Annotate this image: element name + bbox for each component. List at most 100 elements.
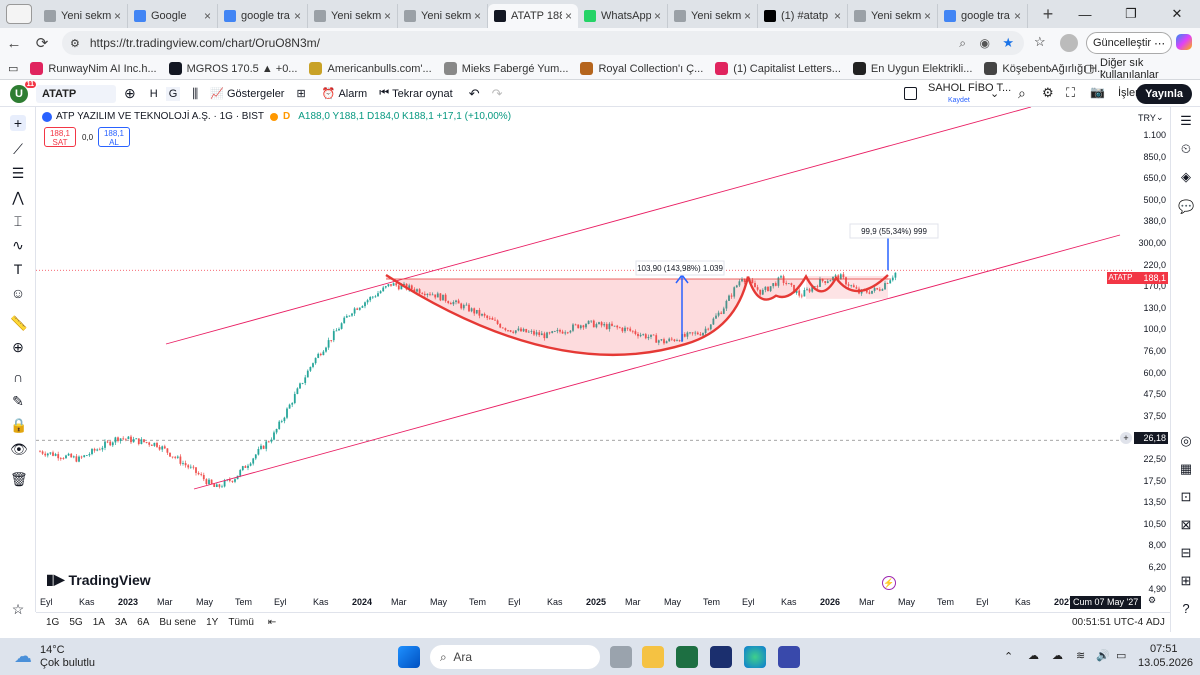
h-label[interactable]: H <box>149 87 158 100</box>
replay-button[interactable]: ⏮ Tekrar oynat <box>379 87 453 100</box>
clock-time[interactable]: 07:51 <box>1150 643 1178 655</box>
target-icon[interactable]: ◎ <box>1180 433 1192 448</box>
zoom-in-icon[interactable]: ⊕ <box>12 339 24 355</box>
close-tab-icon[interactable]: × <box>1013 9 1021 23</box>
close-tab-icon[interactable]: × <box>293 9 301 23</box>
layout-name[interactable]: SAHOL FİBO T... Kaydet <box>928 83 1011 106</box>
undo-icon[interactable]: ↶ <box>468 85 480 101</box>
indicators-button[interactable]: 📈 Göstergeler <box>210 87 284 101</box>
clock[interactable]: 00:51:51 UTC-4 <box>1072 617 1144 628</box>
close-tab-icon[interactable]: × <box>743 9 751 23</box>
close-tab-icon[interactable]: × <box>653 9 661 23</box>
tab-9[interactable]: Yeni sekme× <box>848 4 938 28</box>
emoji-icon[interactable]: ☺ <box>10 285 26 301</box>
bookmark-2[interactable]: Americanbulls.com'... <box>309 62 432 75</box>
weather-icon[interactable]: ☁ <box>14 646 32 666</box>
pine-icon[interactable]: ⊟ <box>1180 545 1192 560</box>
price-axis[interactable]: TRY ⌄ 1.100 850,0 650,0 500,0 380,0 300,00 220… <box>1134 107 1170 605</box>
tab-0[interactable]: Yeni sekme× <box>38 4 128 28</box>
favorites-star-icon[interactable]: ☆ <box>11 601 25 617</box>
chevron-right-icon[interactable]: › <box>1048 61 1052 76</box>
range-2[interactable]: 1A <box>92 617 105 628</box>
screenshot-icon[interactable]: 📷 <box>1090 85 1105 99</box>
bookmark-0[interactable]: RunwayNim AI Inc.h... <box>30 62 157 75</box>
search-icon[interactable]: ⌕ <box>1018 85 1026 101</box>
tab-7[interactable]: Yeni sekme× <box>668 4 758 28</box>
url-field[interactable]: ⚙ https://tr.tradingview.com/chart/OruO8… <box>62 31 1024 55</box>
back-icon[interactable]: ← <box>6 34 22 52</box>
publish-button[interactable]: Yayınla <box>1136 84 1192 104</box>
range-6[interactable]: 1Y <box>206 617 219 628</box>
crosshair-icon[interactable]: + <box>10 115 26 131</box>
close-tab-icon[interactable]: × <box>473 9 481 23</box>
tab-6[interactable]: WhatsApp × <box>578 4 668 28</box>
interval-select[interactable]: G <box>165 86 181 101</box>
wifi-icon[interactable]: ≋ <box>1076 650 1086 662</box>
forecast-icon[interactable]: ⌶ <box>13 213 23 229</box>
close-tab-icon[interactable]: × <box>383 9 391 23</box>
time-axis[interactable]: Eyl Kas 2023 Mar May Tem Eyl Kas 2024 Mar May Tem Ey… <box>36 592 1170 612</box>
axis-settings-icon[interactable]: ⚙ <box>1148 595 1157 605</box>
trade-panel-icon[interactable]: ⊡ <box>1180 489 1192 504</box>
bookmark-4[interactable]: Royal Collection'ı Ç... <box>580 62 703 75</box>
tab-8[interactable]: (1) #atatp × <box>758 4 848 28</box>
trash-icon[interactable]: 🗑 <box>10 471 28 487</box>
close-tab-icon[interactable]: × <box>113 9 121 23</box>
settings-icon[interactable]: ⚙ <box>1042 85 1054 100</box>
layers-icon[interactable]: ◈ <box>1181 169 1191 184</box>
cloud2-tray-icon[interactable]: ☁ <box>1052 650 1063 662</box>
tab-4[interactable]: Yeni sekme× <box>398 4 488 28</box>
taskbar-search[interactable]: ⌕ Ara <box>430 645 600 669</box>
layout-dropdown-icon[interactable]: ⌄ <box>990 88 1000 100</box>
range-5[interactable]: Bu sene <box>159 617 197 628</box>
watchlist-icon[interactable]: ☰ <box>1180 113 1192 128</box>
brush-icon[interactable]: ∿ <box>12 237 24 253</box>
candles-icon[interactable]: ⫼ <box>192 85 199 101</box>
edge-icon[interactable] <box>744 646 766 668</box>
favorites-icon[interactable]: ☆ <box>1034 34 1046 49</box>
refresh-icon[interactable]: ⟳ <box>35 35 49 52</box>
redo-icon[interactable]: ↷ <box>491 85 503 101</box>
scale-dropdown-icon[interactable]: ⌄ <box>1156 112 1164 122</box>
tracking-icon[interactable]: ◉ <box>979 36 990 50</box>
date-range-icon[interactable]: ⇤ <box>267 617 277 628</box>
cloud-tray-icon[interactable]: ☁ <box>1028 650 1039 662</box>
eye-icon[interactable]: 👁 <box>10 441 28 457</box>
close-tab-icon[interactable]: × <box>564 9 572 23</box>
tab-2[interactable]: google tra × <box>218 4 308 28</box>
workspace-icon[interactable] <box>6 4 32 24</box>
buy-button[interactable]: 188,1 AL <box>98 127 130 147</box>
ruler-icon[interactable]: 📏 <box>10 315 28 331</box>
close-tab-icon[interactable]: × <box>923 9 931 23</box>
chat-icon[interactable]: 💬 <box>1178 199 1195 214</box>
add-alert-icon[interactable]: + <box>1120 432 1132 444</box>
tradingview-logo[interactable]: ▮▶ TradingView <box>46 571 151 588</box>
templates-icon[interactable]: ⊞ <box>296 88 306 100</box>
update-button[interactable]: Güncelleştir ⋯ <box>1086 32 1173 54</box>
bookmark-3[interactable]: Mieks Fabergé Yum... <box>443 62 568 75</box>
clock-date[interactable]: 13.05.2026 <box>1138 657 1194 669</box>
bookmark-7[interactable]: Köşebent Ağırlığı H... <box>984 62 1106 75</box>
split-screen-icon[interactable]: ▭ <box>8 63 19 75</box>
symbol-search[interactable]: ATATP <box>36 84 116 103</box>
ideas-icon[interactable]: ⊠ <box>1180 517 1192 532</box>
text-icon[interactable]: T <box>13 261 23 277</box>
bookmark-5[interactable]: (1) Capitalist Letters... <box>715 62 841 75</box>
range-7[interactable]: Tümü <box>228 617 254 628</box>
calendar-icon[interactable]: ▦ <box>1179 461 1193 476</box>
other-bookmarks[interactable]: Diğer sık kullanılanlar <box>1100 56 1159 81</box>
bookmark-6[interactable]: En Uygun Elektrikli... <box>852 62 972 75</box>
lightning-icon[interactable]: ⚡ <box>882 576 896 590</box>
user-avatar[interactable]: U 11 <box>10 80 36 103</box>
volume-icon[interactable]: 🔊 <box>1096 650 1110 662</box>
profile-avatar[interactable] <box>1060 34 1078 52</box>
weather-temp[interactable]: 14°C <box>40 644 65 656</box>
tab-1[interactable]: Google × <box>128 4 218 28</box>
alarm-button[interactable]: ⏰ Alarm <box>322 87 368 101</box>
start-icon[interactable] <box>398 646 420 668</box>
adj-button[interactable]: ADJ <box>1146 617 1165 628</box>
sell-button[interactable]: 188,1 SAT <box>44 127 76 147</box>
m-app-icon[interactable] <box>710 646 732 668</box>
range-0[interactable]: 1G <box>46 617 60 628</box>
fullscreen-icon[interactable]: ⛶ <box>1066 85 1076 100</box>
